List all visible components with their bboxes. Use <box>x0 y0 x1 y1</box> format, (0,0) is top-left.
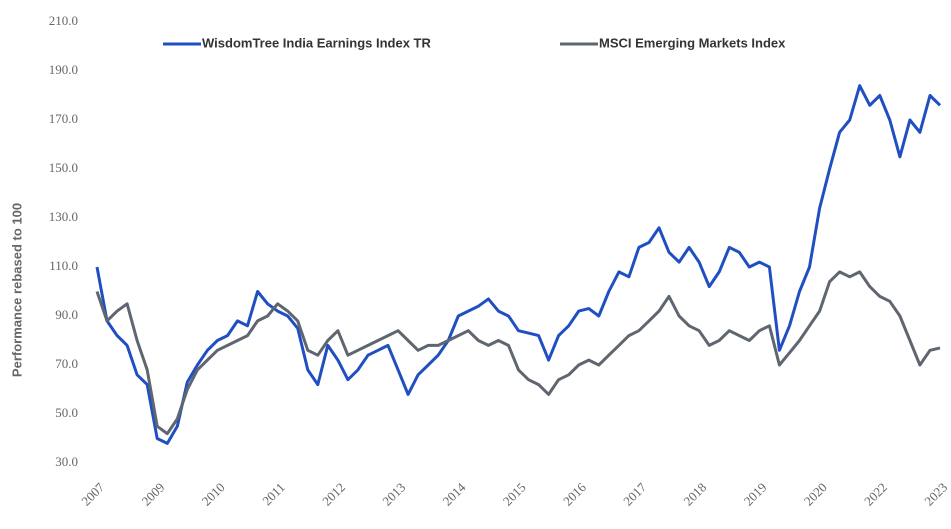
legend-label: MSCI Emerging Markets Index <box>599 35 786 50</box>
y-tick-label: 70.0 <box>55 356 78 371</box>
x-tick-label: 2023 <box>921 480 950 509</box>
x-tick-label: 2010 <box>199 480 228 509</box>
x-tick-label: 2014 <box>440 479 469 508</box>
y-tick-label: 110.0 <box>49 258 78 273</box>
x-tick-label: 2013 <box>379 480 408 509</box>
legend-label: WisdomTree India Earnings Index TR <box>202 35 431 50</box>
y-tick-label: 150.0 <box>49 160 78 175</box>
y-tick-label: 190.0 <box>49 62 78 77</box>
series-line <box>95 84 942 445</box>
y-tick-label: 30.0 <box>55 454 78 469</box>
x-tick-label: 2017 <box>620 479 649 508</box>
y-tick-label: 170.0 <box>49 111 78 126</box>
y-tick-label: 90.0 <box>55 307 78 322</box>
x-tick-label: 2011 <box>259 480 288 509</box>
x-tick-label: 2022 <box>861 480 890 509</box>
x-tick-label: 2020 <box>801 480 830 509</box>
x-tick-label: 2018 <box>680 480 709 509</box>
x-tick-label: 2019 <box>741 480 770 509</box>
x-tick-label: 2007 <box>78 479 107 508</box>
x-tick-label: 2012 <box>319 480 348 509</box>
y-axis-title: Performance rebased to 100 <box>9 203 24 377</box>
y-tick-label: 50.0 <box>55 405 78 420</box>
x-tick-label: 2016 <box>560 479 589 508</box>
y-tick-label: 130.0 <box>49 209 78 224</box>
y-tick-label: 210.0 <box>49 13 78 28</box>
series-line <box>95 270 941 436</box>
x-tick-label: 2009 <box>138 480 167 509</box>
x-tick-label: 2015 <box>500 480 529 509</box>
